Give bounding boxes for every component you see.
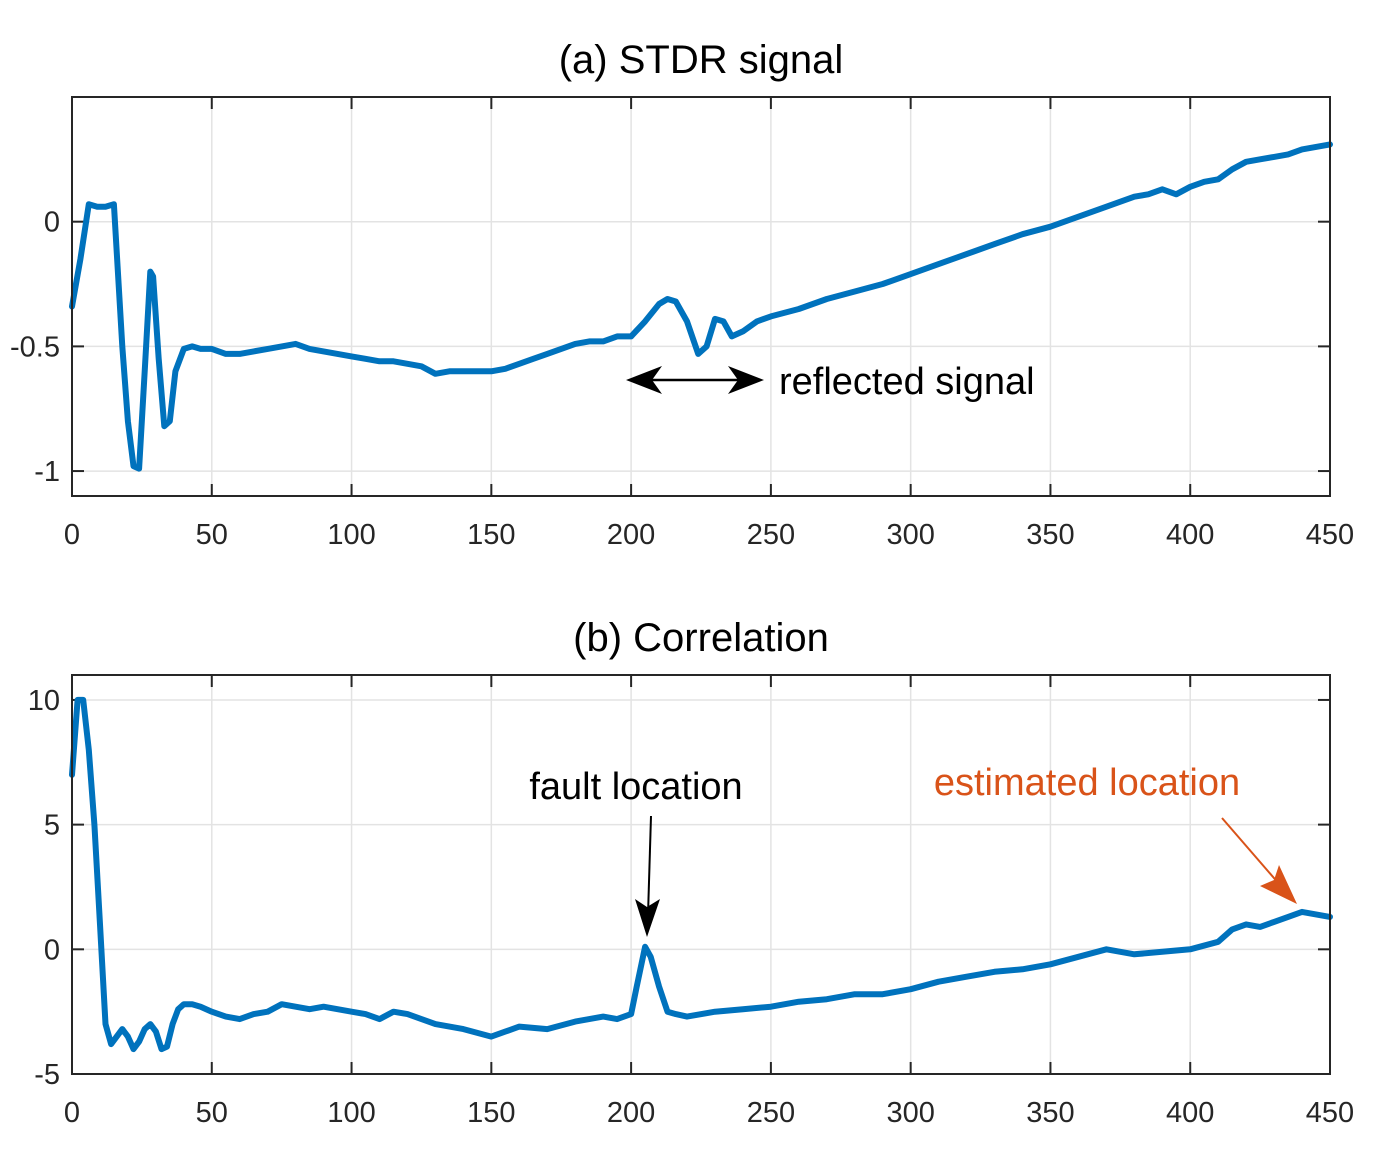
- y-tick-label: 0: [44, 207, 60, 239]
- y-tick-label: 5: [44, 810, 60, 842]
- stdr-y-tick-labels: -1 -0.5 0: [10, 207, 60, 488]
- x-tick-label: 250: [747, 519, 795, 551]
- y-tick-label: 10: [28, 685, 60, 717]
- correlation-x-tick-labels: 0 50 100 150 200 250 300 350 400 450: [64, 1097, 1354, 1129]
- x-tick-label: 50: [196, 1097, 228, 1129]
- stdr-signal-title: (a) STDR signal: [559, 38, 844, 82]
- x-tick-label: 300: [886, 1097, 934, 1129]
- correlation-y-tick-labels: -5 0 5 10: [28, 685, 60, 1091]
- x-tick-label: 200: [607, 519, 655, 551]
- fault-arrow-shaft: [647, 815, 652, 916]
- correlation-line: [69, 696, 1333, 1053]
- x-tick-label: 450: [1306, 1097, 1354, 1129]
- x-tick-label: 400: [1166, 1097, 1214, 1129]
- fault-arrow-head: [635, 899, 660, 937]
- stdr-signal-panel: (a) STDR signal 0 50 100 150 200 250 300 350 400…: [10, 38, 1354, 551]
- estimated-location-annotation: estimated location: [934, 762, 1297, 904]
- y-tick-label: -1: [34, 456, 60, 488]
- x-tick-label: 100: [327, 519, 375, 551]
- stdr-gridlines: [72, 97, 1330, 496]
- x-tick-label: 0: [64, 1097, 80, 1129]
- double-arrow-right-head: [728, 366, 764, 394]
- fault-location-annotation: fault location: [529, 766, 743, 937]
- x-tick-label: 350: [1026, 1097, 1074, 1129]
- y-tick-label: -5: [34, 1059, 60, 1091]
- x-tick-label: 300: [886, 519, 934, 551]
- stdr-axes-box: [71, 96, 1331, 497]
- x-tick-label: 50: [196, 519, 228, 551]
- stdr-ticks: [71, 97, 1331, 496]
- x-tick-label: 0: [64, 519, 80, 551]
- correlation-panel: (b) Correlation 0 50 100 150 200 250 300 350 400…: [28, 616, 1354, 1129]
- fault-location-label: fault location: [529, 766, 742, 808]
- x-tick-label: 450: [1306, 519, 1354, 551]
- estimated-arrow-head: [1260, 865, 1297, 904]
- stdr-x-tick-labels: 0 50 100 150 200 250 300 350 400 450: [64, 519, 1354, 551]
- correlation-axes-box: [71, 674, 1331, 1075]
- y-tick-label: 0: [44, 934, 60, 966]
- double-arrow-left-head: [626, 366, 662, 394]
- x-tick-label: 150: [467, 1097, 515, 1129]
- y-tick-label: -0.5: [10, 331, 60, 363]
- x-tick-label: 200: [607, 1097, 655, 1129]
- x-tick-label: 250: [747, 1097, 795, 1129]
- x-tick-label: 100: [327, 1097, 375, 1129]
- reflected-signal-annotation: reflected signal: [626, 361, 1035, 403]
- x-tick-label: 150: [467, 519, 515, 551]
- reflected-signal-label: reflected signal: [779, 361, 1035, 403]
- estimated-arrow-shaft: [1221, 817, 1281, 886]
- estimated-location-label: estimated location: [934, 762, 1240, 804]
- x-tick-label: 350: [1026, 519, 1074, 551]
- x-tick-label: 400: [1166, 519, 1214, 551]
- correlation-title: (b) Correlation: [573, 616, 829, 660]
- stdr-signal-line: [69, 141, 1333, 472]
